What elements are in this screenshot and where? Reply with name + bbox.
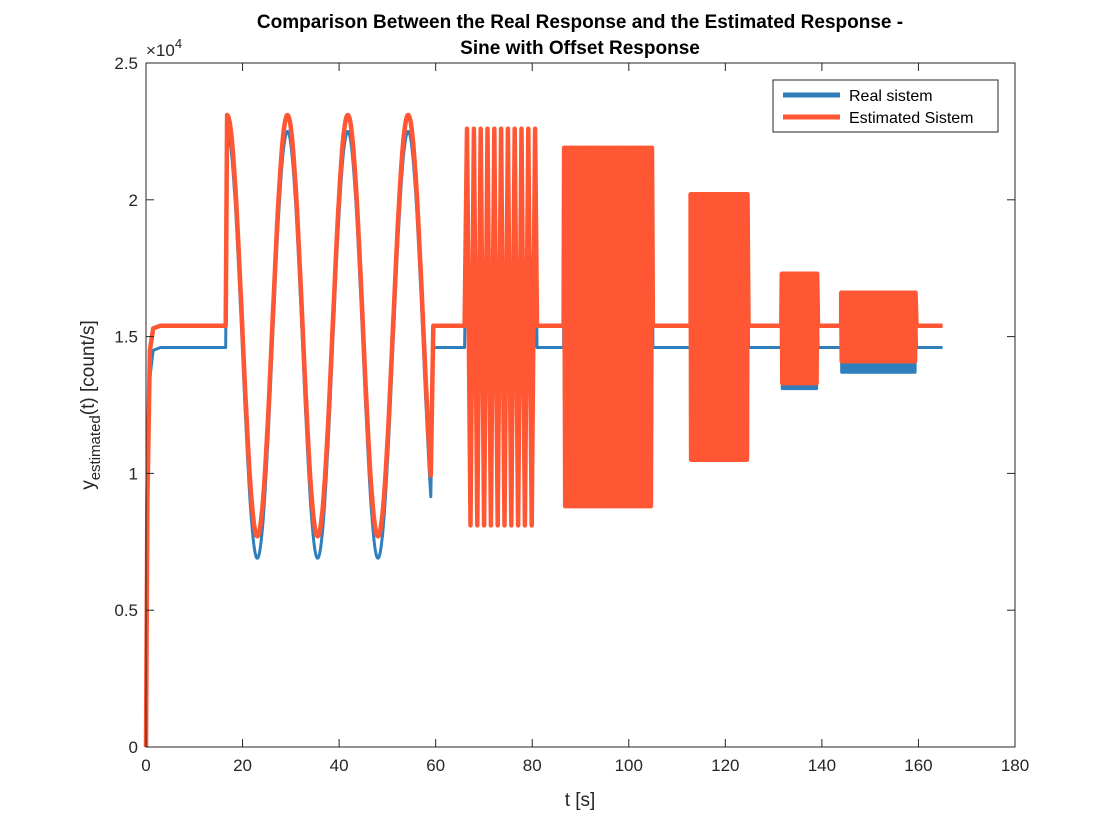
y-axis-label-main: y — [78, 480, 99, 490]
x-axis-ticks: 0 20 40 60 80 100 120 140 160 180 — [141, 63, 1029, 775]
axes-box — [145, 62, 1016, 748]
x-axis-label: t [s] — [565, 790, 596, 811]
y-tick-label: 1.5 — [114, 328, 138, 347]
y-tick-label: 0 — [129, 738, 138, 757]
y-tick-label: 2.5 — [114, 54, 138, 73]
y-exponent-base: ×10 — [146, 41, 175, 60]
y-tick-label: 2 — [129, 191, 138, 210]
y-tick-label: 1 — [129, 464, 138, 483]
y-axis-ticks: 0 0.5 1 1.5 2 2.5 — [114, 54, 1015, 757]
x-tick-label: 140 — [808, 756, 836, 775]
x-tick-label: 40 — [330, 756, 349, 775]
x-tick-label: 60 — [426, 756, 445, 775]
y-axis-label-rest: (t) [count/s] — [78, 320, 99, 415]
legend-label-estimated: Estimated Sistem — [849, 110, 973, 127]
legend: Real sistem Estimated Sistem — [772, 79, 999, 133]
series-line-estimated — [143, 112, 943, 748]
x-tick-label: 80 — [523, 756, 542, 775]
legend-label-real: Real sistem — [849, 88, 933, 105]
x-tick-label: 100 — [615, 756, 643, 775]
series-layer — [143, 112, 943, 748]
chart-title-line-1: Comparison Between the Real Response and… — [257, 12, 903, 33]
y-exponent-power: 4 — [175, 36, 182, 51]
x-tick-label: 20 — [233, 756, 252, 775]
x-tick-label: 180 — [1001, 756, 1029, 775]
plot-area: 0 20 40 60 80 100 120 140 160 180 0 0.5 1 1.5 2 2.5 — [114, 54, 1029, 775]
y-exponent-label: ×104 — [146, 36, 182, 60]
y-axis-label-subscript: estimated — [87, 415, 104, 480]
chart-title-line-2: Sine with Offset Response — [460, 38, 700, 59]
y-tick-label: 0.5 — [114, 601, 138, 620]
x-tick-label: 120 — [711, 756, 739, 775]
y-axis-label: yestimated(t) [count/s] — [78, 320, 104, 490]
x-tick-label: 0 — [141, 756, 150, 775]
legend-box — [772, 79, 999, 133]
x-tick-label: 160 — [904, 756, 932, 775]
